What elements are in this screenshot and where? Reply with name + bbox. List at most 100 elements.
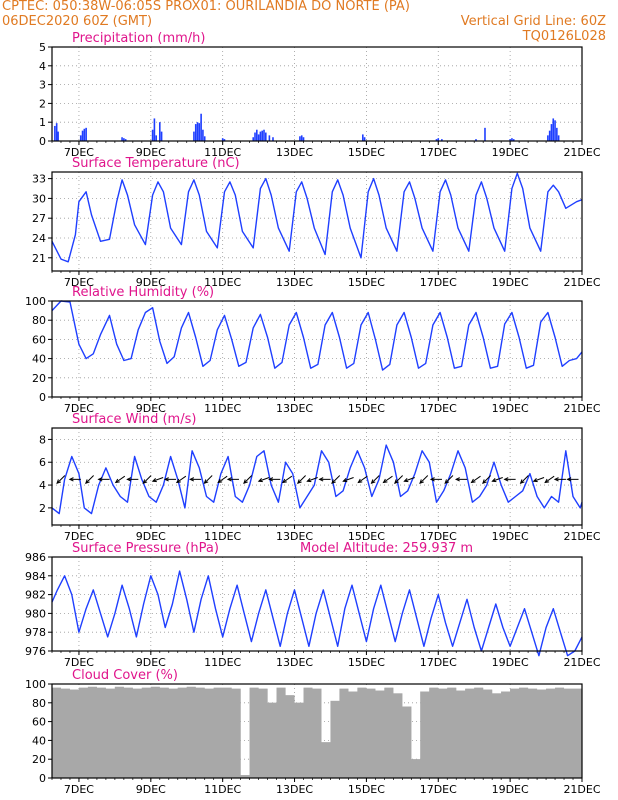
precip-bar — [83, 128, 86, 141]
precip-bar — [194, 124, 197, 141]
precip-bar — [259, 131, 262, 141]
temperature-xtick-label: 19DEC — [492, 276, 529, 289]
temperature-xtick-label: 7DEC — [64, 276, 94, 289]
cloud-bar — [123, 687, 133, 778]
precip-bar — [362, 134, 364, 141]
precip-bar — [511, 138, 513, 141]
wind-xtick-label: 7DEC — [64, 530, 94, 543]
cloud-xtick-label: 15DEC — [348, 783, 385, 796]
cloud-xtick-label: 19DEC — [492, 783, 529, 796]
wind-arrow — [203, 475, 213, 485]
wind-xtick-label: 21DEC — [563, 530, 600, 543]
cloud-bar — [537, 689, 547, 778]
precip-bar — [256, 129, 258, 141]
wind-arrow-head — [217, 478, 223, 484]
wind-arrow-head — [394, 479, 399, 485]
wind-arrow-head — [470, 478, 476, 484]
wind-arrow — [503, 477, 516, 482]
cloud-xtick-label: 21DEC — [563, 783, 600, 796]
precip-bar — [198, 123, 201, 141]
precip-bar — [263, 129, 265, 141]
wind-arrow-head — [382, 478, 388, 484]
wind-arrow-shaft — [331, 475, 341, 484]
precip-ytick-label: 0 — [39, 135, 46, 148]
precip-ytick-label: 2 — [39, 97, 46, 110]
cloud-bar — [429, 687, 439, 778]
wind-arrow — [419, 475, 429, 485]
wind-arrow-shaft — [282, 475, 293, 483]
temperature-panel: Surface Temperature (nC) 21 24 27 30 33 7DEC 9D… — [32, 156, 601, 289]
precip-xtick-label: 7DEC — [64, 146, 94, 159]
wind-arrow-head — [553, 477, 559, 482]
wind-arrow-shaft — [56, 475, 66, 484]
cloud-bar — [402, 706, 412, 778]
header-line3-right: TQ0126L028 — [522, 29, 606, 44]
wind-arrow-shaft — [383, 475, 393, 483]
precip-bar — [554, 120, 556, 141]
wind-arrow-head — [281, 478, 287, 484]
temperature-title: Surface Temperature (nC) — [72, 156, 240, 171]
wind-arrow-shaft — [492, 477, 503, 482]
wind-arrow — [454, 477, 468, 482]
pressure-xtick-label: 13DEC — [276, 656, 313, 669]
cloud-bar — [303, 687, 313, 778]
precip-bar — [85, 127, 87, 141]
cloud-bar — [141, 687, 151, 778]
cloud-bar — [366, 688, 376, 778]
humidity-ytick-label: 0 — [39, 391, 46, 404]
wind-arrow-shaft — [307, 477, 318, 482]
wind-ytick-label: 6 — [39, 456, 46, 469]
cloud-bar — [393, 693, 403, 778]
precip-bar — [57, 131, 59, 141]
cloud-ytick-label: 60 — [32, 716, 46, 729]
wind-arrow — [151, 477, 164, 483]
humidity-xtick-label: 21DEC — [563, 402, 600, 415]
precip-xtick-label: 15DEC — [348, 146, 385, 159]
wind-arrow-head — [306, 478, 312, 483]
cloud-frame — [51, 683, 583, 779]
pressure-xtick-label: 9DEC — [136, 656, 166, 669]
temperature-xtick-label: 15DEC — [348, 276, 385, 289]
wind-arrow-head — [357, 478, 363, 484]
humidity-series-line — [51, 300, 583, 371]
cloud-bar — [411, 759, 421, 778]
precip-bar — [268, 135, 271, 141]
wind-arrow-head — [429, 477, 435, 482]
cloud-bar — [546, 688, 556, 778]
wind-ytick-label: 8 — [39, 433, 46, 446]
pressure-ytick-label: 982 — [25, 589, 46, 602]
wind-arrow-head — [444, 479, 450, 485]
precip-bar — [547, 135, 549, 141]
wind-arrow-shaft — [85, 475, 94, 484]
humidity-panel: Relative Humidity (%) 0 20 40 60 80 100 7DEC 9DE… — [25, 285, 601, 415]
cloud-bar — [375, 690, 385, 778]
wind-arrow-shaft — [343, 477, 354, 482]
humidity-title: Relative Humidity (%) — [72, 285, 214, 300]
cloud-bar — [195, 687, 205, 778]
cloud-bar — [177, 687, 187, 778]
cloud-bar — [456, 690, 466, 778]
wind-xtick-label: 17DEC — [420, 530, 457, 543]
cloud-bar — [573, 688, 582, 778]
precip-bar — [302, 137, 305, 141]
precip-bar — [158, 122, 161, 141]
cloud-bar — [528, 688, 538, 778]
precip-bar — [153, 118, 156, 141]
wind-arrow-shaft — [115, 475, 126, 483]
precip-bar — [221, 138, 224, 141]
wind-arrow-shaft — [471, 475, 481, 483]
cloud-bar — [249, 687, 259, 778]
wind-arrow — [318, 477, 331, 482]
wind-arrow-head — [370, 479, 376, 485]
pressure-title: Surface Pressure (hPa) — [72, 541, 219, 556]
cloud-xtick-label: 17DEC — [420, 783, 457, 796]
wind-arrow-head — [151, 478, 157, 483]
humidity-ytick-label: 40 — [32, 353, 46, 366]
wind-arrow-head — [68, 477, 74, 482]
wind-xtick-label: 9DEC — [136, 530, 166, 543]
precip-bar — [441, 139, 443, 141]
wind-arrow-shaft — [243, 475, 253, 484]
precip-ytick-label: 1 — [39, 116, 46, 129]
wind-arrow-head — [142, 479, 148, 485]
